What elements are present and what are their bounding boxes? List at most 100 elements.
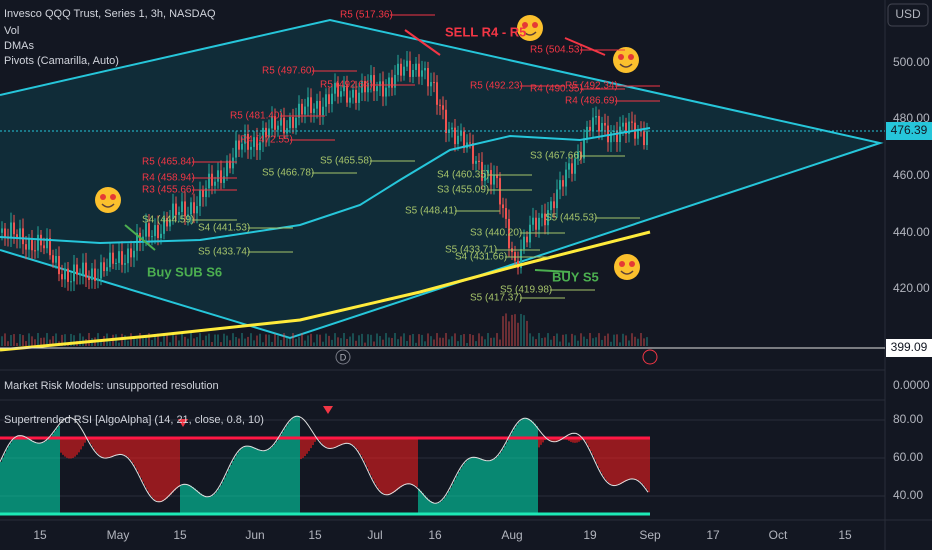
volume-bar (178, 340, 180, 346)
candle-body (364, 81, 366, 93)
rsi-bar (134, 438, 136, 467)
rsi-bar (492, 459, 494, 514)
pivot-label: R4 (458.94) (142, 173, 195, 184)
candle-body (31, 238, 33, 251)
rsi-bar (462, 465, 464, 514)
candle-body (106, 267, 108, 272)
rsi-bar (528, 418, 530, 514)
rsi-bar (542, 438, 544, 443)
candle-body (571, 163, 573, 174)
rsi-bar (482, 459, 484, 514)
candle-body (190, 202, 192, 215)
rsi-bar (374, 438, 376, 484)
volume-bar (484, 339, 486, 346)
rsi-bar (194, 488, 196, 514)
pivot-label: R5 (497.60) (262, 66, 315, 77)
currency-button[interactable] (887, 3, 929, 27)
rsi-bar (362, 438, 364, 459)
candle-body (376, 86, 378, 92)
rsi-bar (292, 418, 294, 514)
volume-bar (493, 337, 495, 346)
rsi-bar (360, 438, 362, 455)
earnings-marker[interactable] (642, 349, 658, 365)
rsi-bar (62, 438, 64, 455)
rsi-bar (94, 438, 96, 451)
rsi-bar (130, 438, 132, 461)
rsi-bar (340, 438, 342, 446)
candle-body (463, 131, 465, 149)
volume-bar (244, 338, 246, 346)
volume-bar (373, 341, 375, 346)
candle-body (370, 75, 372, 83)
volume-bar (346, 338, 348, 346)
volume-bar (124, 335, 126, 346)
pivot-label: S4 (460.35) (437, 170, 489, 181)
rsi-bar (272, 446, 274, 514)
candle-body (457, 135, 459, 145)
candle-body (148, 223, 150, 237)
rsi-bar (100, 438, 102, 457)
dma-slow (0, 230, 651, 352)
rsi-bar (344, 438, 346, 444)
volume-bar (232, 333, 234, 346)
candle-body (541, 213, 543, 218)
volume-bar (127, 340, 129, 346)
candle-body (532, 217, 534, 225)
candle-body (118, 251, 120, 263)
candle-body (604, 123, 606, 126)
volume-bar (538, 333, 540, 346)
rsi-bar (22, 435, 24, 514)
candle-body (154, 225, 156, 237)
candle-body (556, 189, 558, 209)
rsi-bar (412, 438, 414, 485)
volume-bar (412, 333, 414, 346)
rsi-bar (522, 418, 524, 514)
rsi-bar (226, 473, 228, 514)
arrow (404, 29, 441, 56)
candle-body (268, 128, 270, 138)
candle-body (442, 105, 444, 110)
rsi-bar (534, 423, 536, 514)
volume-bar (397, 339, 399, 346)
rsi-bar (124, 438, 126, 456)
dividend-marker[interactable] (335, 349, 351, 365)
volume-bar (496, 333, 498, 346)
rsi-bar (642, 438, 644, 485)
volume-bar (418, 334, 420, 346)
rsi-layer (0, 406, 885, 516)
candle-body (19, 228, 21, 239)
emoji-eye (100, 194, 106, 200)
rsi-bar (420, 490, 422, 514)
rsi-bar (376, 438, 378, 487)
volume-bar (529, 333, 531, 346)
rsi-bar (576, 438, 578, 443)
time-tick: 15 (33, 528, 47, 542)
candle-body (76, 264, 78, 275)
candle-body (160, 233, 162, 239)
candle-body (367, 82, 369, 93)
volume-bar (325, 333, 327, 346)
candle-body (520, 249, 522, 269)
volume-bar (574, 335, 576, 346)
rsi-bar (190, 485, 192, 514)
rsi-bar (218, 488, 220, 514)
volume-bar (181, 333, 183, 346)
rsi-bar (270, 448, 272, 514)
candle-body (388, 77, 390, 88)
rsi-bar (246, 446, 248, 514)
candle-body (115, 262, 117, 264)
volume-bar (628, 340, 630, 346)
rsi-bar (8, 445, 10, 514)
annotation: SELL R4 - R5 (445, 24, 526, 39)
rsi-bar (40, 443, 42, 514)
rsi-bar (68, 438, 70, 459)
candle-body (202, 189, 204, 197)
candle-body (346, 85, 348, 103)
dividend-label[interactable]: D (340, 352, 347, 362)
rsi-bar (572, 438, 574, 443)
currency[interactable]: USD (895, 7, 921, 21)
rsi-bar (514, 427, 516, 514)
volume-bar (235, 336, 237, 346)
rsi-bar (20, 435, 22, 514)
candle-body (64, 268, 66, 280)
